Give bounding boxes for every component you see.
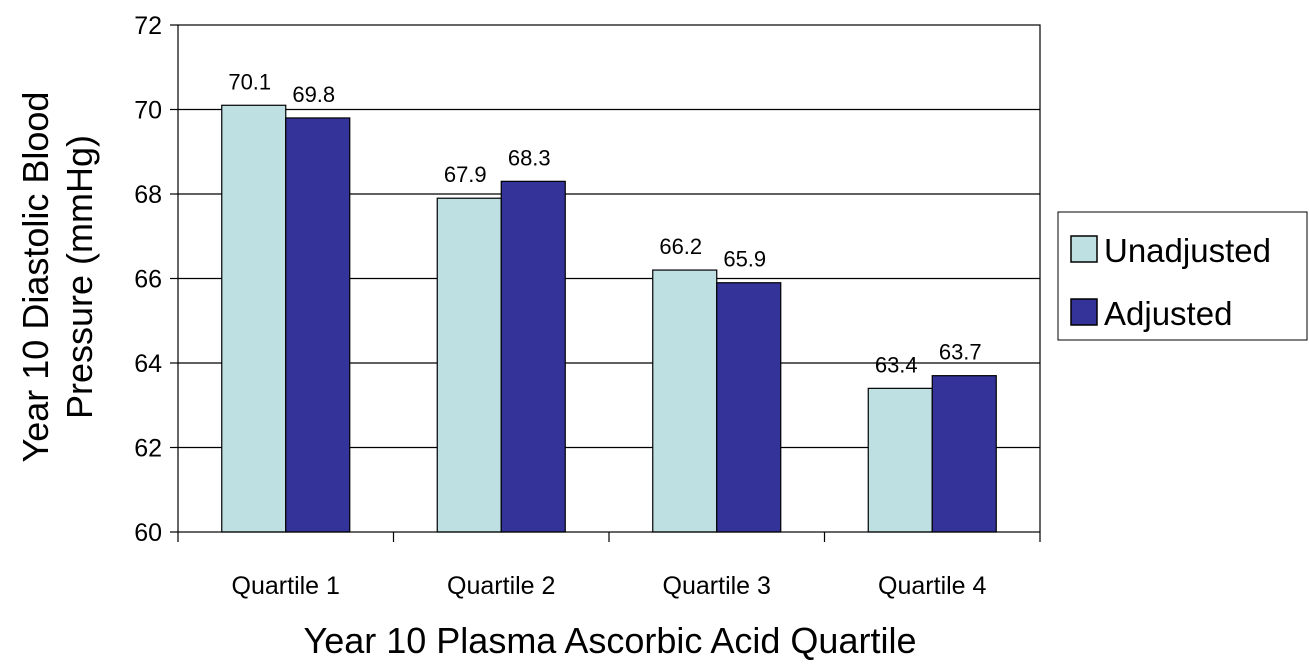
bar-adjusted [716,282,782,533]
x-tick-label: Quartile 3 [663,572,771,600]
bar-unadjusted [652,269,718,533]
y-tick-label: 64 [134,350,162,378]
bar-unadjusted [436,197,502,533]
y-axis-title-line-2: Pressure (mmHg) [59,135,100,419]
x-tick-label: Quartile 1 [232,572,340,600]
data-label: 70.1 [228,69,271,94]
data-label: 66.2 [659,234,702,259]
x-axis-title: Year 10 Plasma Ascorbic Acid Quartile [304,620,917,661]
y-axis-title: Year 10 Diastolic Blood Pressure (mmHg) [15,92,100,463]
bars [221,104,997,533]
tick-labels: 60 62 64 66 68 70 72 Quartile 1 Quartile 2 Quarti… [134,12,986,600]
legend-label-adjusted: Adjusted [1104,295,1232,332]
data-labels: 70.1 69.8 67.9 68.3 66.2 65.9 63.4 63.7 [228,69,981,377]
data-label: 63.4 [875,352,918,377]
data-label: 63.7 [939,340,982,365]
y-tick-label: 60 [134,519,162,547]
legend-label-unadjusted: Unadjusted [1104,232,1271,269]
data-label: 65.9 [723,247,766,272]
data-label: 68.3 [508,145,551,170]
y-axis-title-line-1: Year 10 Diastolic Blood [15,92,56,463]
bar-adjusted [500,180,566,533]
legend: Unadjusted Adjusted [1057,211,1308,341]
bar-unadjusted [867,387,933,533]
bar-unadjusted [221,104,287,533]
bar-adjusted [931,375,997,533]
x-tick-label: Quartile 2 [447,572,555,600]
data-label: 69.8 [292,82,335,107]
axes [170,24,1041,542]
y-tick-label: 62 [134,435,162,463]
legend-box [1057,211,1308,341]
bar-adjusted [285,117,351,533]
x-tick-label: Quartile 4 [878,572,986,600]
legend-swatch-adjusted [1070,298,1098,326]
y-tick-label: 66 [134,266,162,294]
y-tick-label: 72 [134,12,162,40]
legend-swatch-unadjusted [1070,235,1098,263]
data-label: 67.9 [444,162,487,187]
y-tick-label: 68 [134,181,162,209]
y-tick-label: 70 [134,97,162,125]
